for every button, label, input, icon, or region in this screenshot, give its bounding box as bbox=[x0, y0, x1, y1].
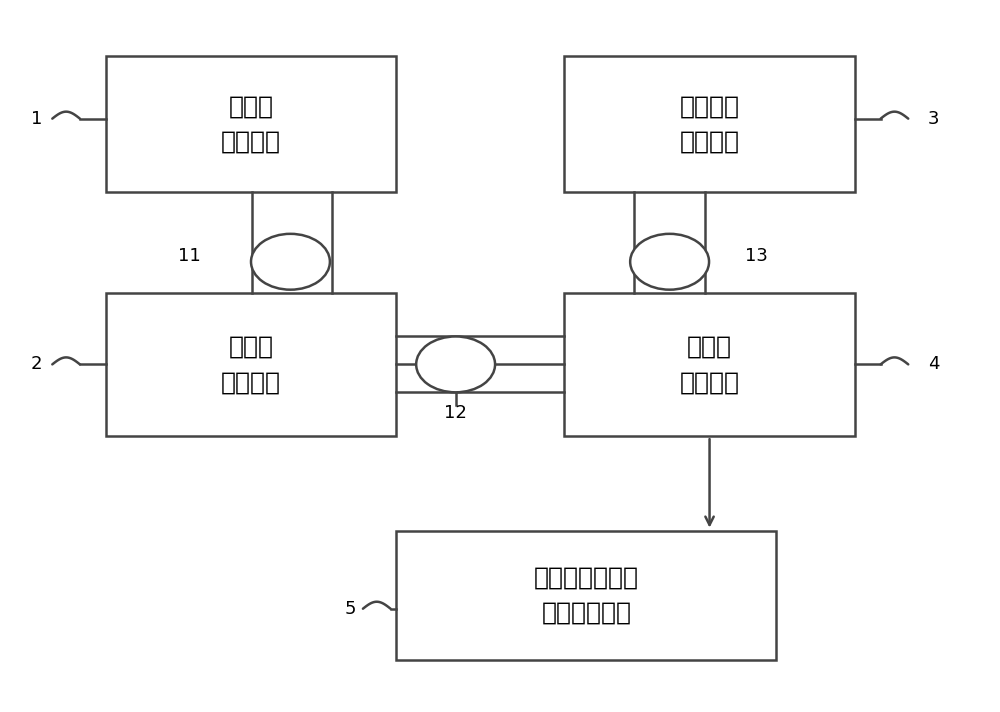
Text: 3: 3 bbox=[928, 110, 940, 127]
Text: 12: 12 bbox=[444, 404, 467, 422]
Circle shape bbox=[251, 234, 330, 290]
Text: 1: 1 bbox=[31, 110, 42, 127]
Bar bbox=[106, 293, 396, 436]
Text: 4: 4 bbox=[928, 355, 940, 373]
Text: 13: 13 bbox=[745, 247, 768, 265]
Text: 5: 5 bbox=[344, 600, 356, 618]
Text: 偏振器
附接单元: 偏振器 附接单元 bbox=[680, 335, 740, 394]
Text: 显示面板
供给单元: 显示面板 供给单元 bbox=[680, 94, 740, 154]
Circle shape bbox=[630, 234, 709, 290]
Text: 11: 11 bbox=[178, 247, 201, 265]
Text: 保护膜
剥离单元: 保护膜 剥离单元 bbox=[221, 335, 281, 394]
Text: 偏振器
供给单元: 偏振器 供给单元 bbox=[221, 94, 281, 154]
Bar bbox=[396, 530, 776, 660]
Bar bbox=[106, 56, 396, 192]
Text: 2: 2 bbox=[31, 355, 42, 373]
Bar bbox=[564, 56, 855, 192]
Text: 背光单元和驱动
电路装配单元: 背光单元和驱动 电路装配单元 bbox=[534, 565, 639, 625]
Bar bbox=[564, 293, 855, 436]
Circle shape bbox=[416, 337, 495, 392]
